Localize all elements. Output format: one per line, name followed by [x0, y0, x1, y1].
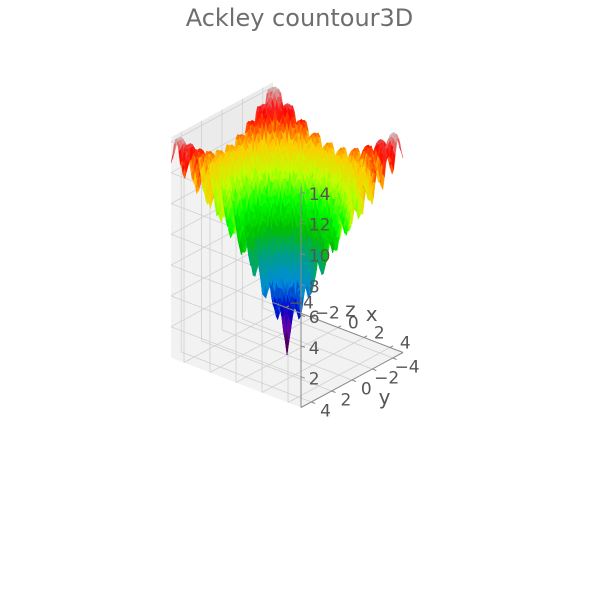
x-tick-label: 2	[374, 323, 385, 343]
x-tick-mark	[364, 336, 367, 338]
x-tick-label: 4	[400, 333, 411, 353]
z-axis-label: z	[345, 298, 356, 322]
y-tick-mark	[332, 391, 336, 393]
x-tick-mark	[338, 326, 341, 328]
z-tick-label: 8	[309, 277, 320, 297]
y-tick-label: 0	[361, 380, 372, 400]
chart-title: Ackley countour3D	[0, 4, 599, 32]
y-tick-mark	[352, 380, 356, 382]
z-tick-label: 6	[309, 308, 320, 328]
z-tick-label: 4	[309, 339, 320, 359]
y-tick-label: 2	[340, 391, 351, 411]
x-tick-mark	[390, 346, 393, 348]
x-axis-label: x	[366, 302, 378, 326]
y-tick-label: 4	[320, 402, 331, 422]
surface-patch	[400, 147, 404, 158]
z-tick-label: 14	[309, 185, 331, 205]
y-tick-mark	[311, 402, 315, 404]
y-axis-label: y	[379, 385, 391, 409]
z-tick-label: 2	[309, 370, 320, 390]
z-tick-label: 10	[309, 247, 331, 267]
z-tick-label: 12	[309, 216, 331, 236]
